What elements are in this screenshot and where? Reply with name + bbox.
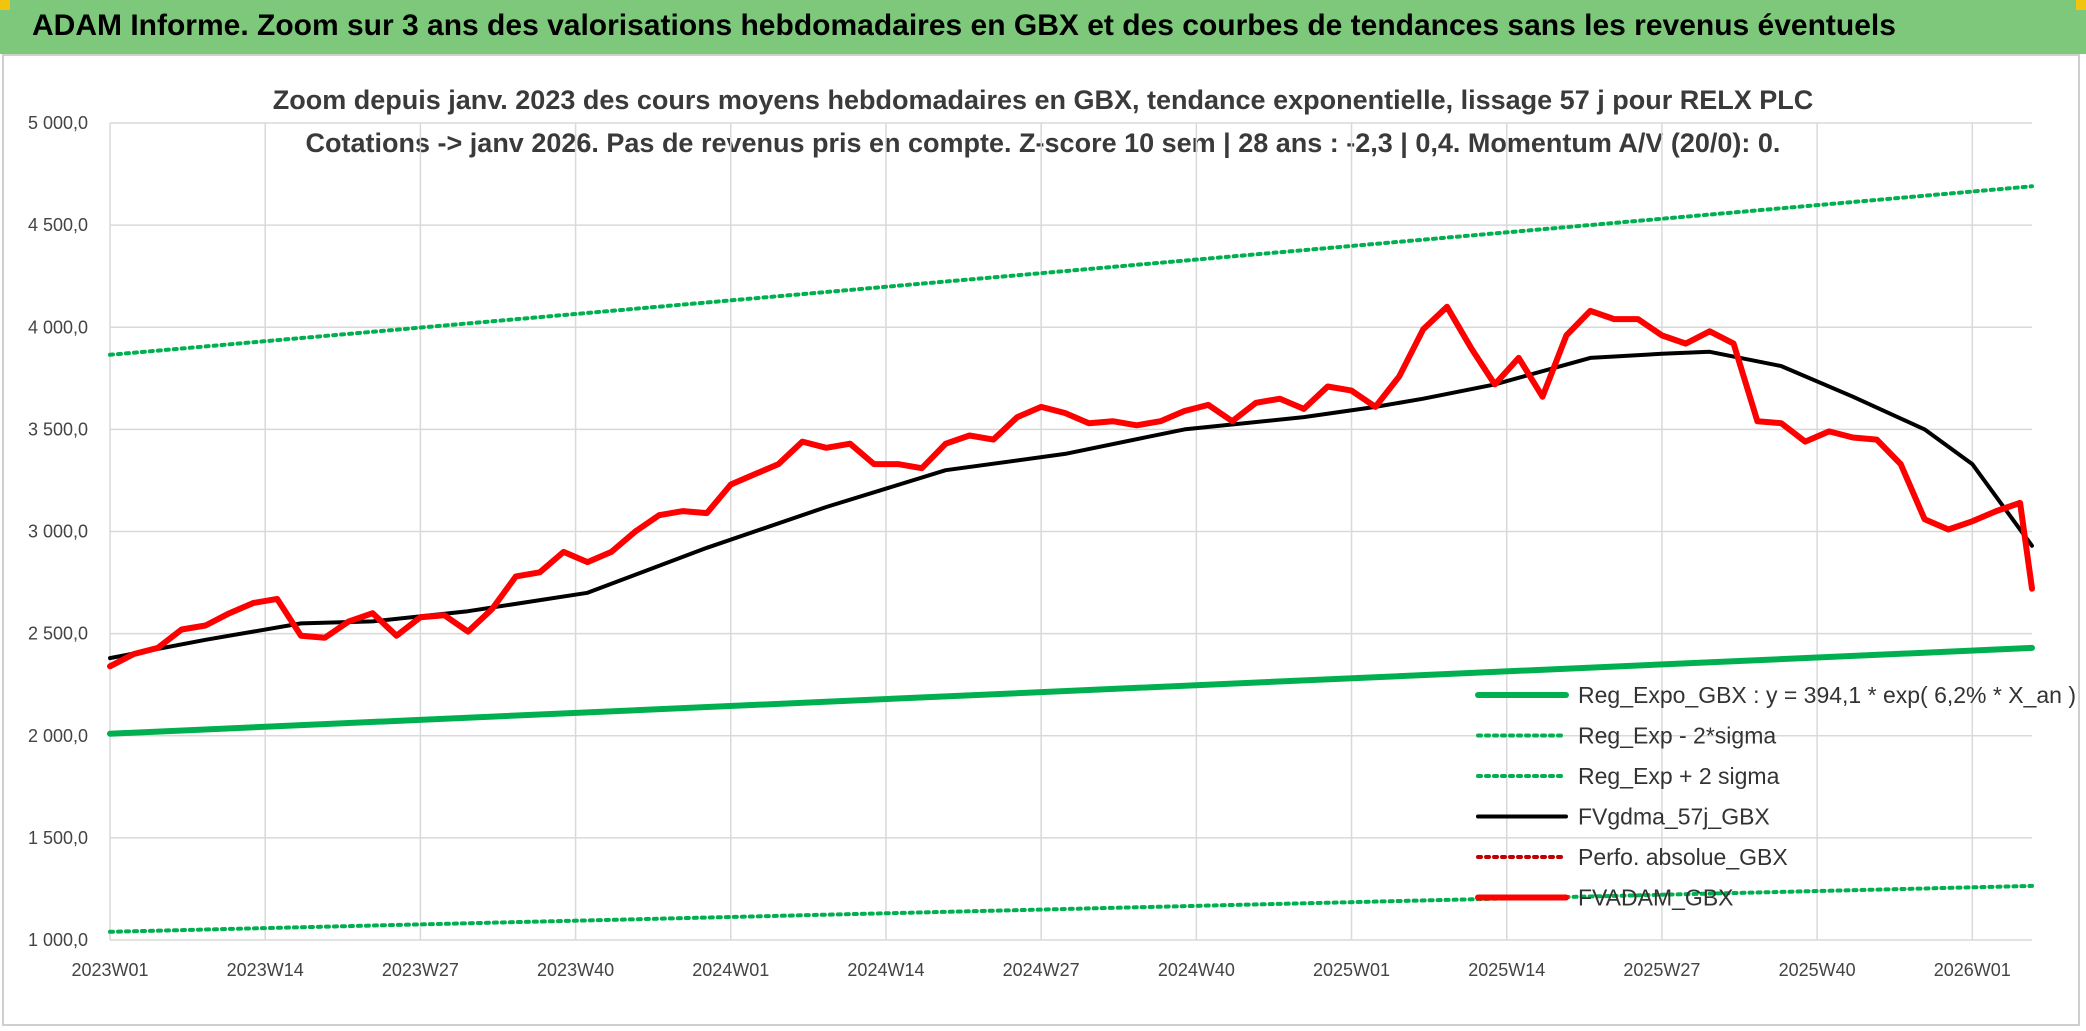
y-tick-label: 4 000,0: [28, 317, 88, 337]
legend: Reg_Expo_GBX : y = 394,1 * exp( 6,2% * X…: [1475, 682, 2076, 911]
y-tick-label: 3 500,0: [28, 419, 88, 439]
series-lines: [107, 184, 2035, 934]
chart-title: Zoom depuis janv. 2023 des cours moyens …: [272, 85, 1814, 115]
corner-mark: [2076, 0, 2086, 10]
report-banner: ADAM Informe. Zoom sur 3 ans des valoris…: [0, 0, 2086, 54]
legend-label: Reg_Exp + 2 sigma: [1578, 763, 1780, 789]
x-tick-label: 2024W14: [847, 960, 924, 980]
y-tick-label: 4 500,0: [28, 215, 88, 235]
legend-label: Reg_Expo_GBX : y = 394,1 * exp( 6,2% * X…: [1578, 682, 2076, 708]
legend-label: FVgdma_57j_GBX: [1578, 804, 1770, 830]
x-tick-label: 2025W27: [1623, 960, 1700, 980]
x-tick-label: 2026W01: [1934, 960, 2011, 980]
y-tick-label: 5 000,0: [28, 113, 88, 133]
x-tick-label: 2025W40: [1779, 960, 1856, 980]
y-axis-ticks: 1 000,0 1 500,0 2 000,0 2 500,0 3 000,0 3 500…: [28, 113, 88, 950]
x-tick-label: 2023W40: [537, 960, 614, 980]
series-line: [108, 883, 2034, 934]
legend-label: Reg_Exp - 2*sigma: [1578, 723, 1776, 749]
y-tick-label: 2 000,0: [28, 726, 88, 746]
gridlines: [109, 122, 2032, 941]
series-line: [108, 349, 2034, 661]
series-line: [107, 644, 2035, 737]
y-tick-label: 1 000,0: [28, 930, 88, 950]
legend-label: Perfo. absolue_GBX: [1578, 844, 1788, 870]
x-tick-label: 2024W40: [1158, 960, 1235, 980]
x-tick-label: 2023W27: [382, 960, 459, 980]
x-tick-label: 2023W01: [71, 960, 148, 980]
chart-subtitle: Cotations -> janv 2026. Pas de revenus p…: [305, 128, 1781, 158]
x-tick-label: 2025W01: [1313, 960, 1390, 980]
corner-mark: [0, 0, 10, 10]
y-tick-label: 3 000,0: [28, 522, 88, 542]
x-tick-label: 2025W14: [1468, 960, 1545, 980]
y-tick-label: 2 500,0: [28, 624, 88, 644]
report-title: ADAM Informe. Zoom sur 3 ans des valoris…: [32, 9, 1896, 42]
x-tick-label: 2024W01: [692, 960, 769, 980]
y-tick-label: 1 500,0: [28, 828, 88, 848]
series-line: [108, 184, 2034, 357]
series-line: [107, 303, 2035, 670]
x-axis-ticks: 2023W01 2023W14 2023W27 2023W40 2024W01 2024W…: [71, 960, 2010, 980]
x-tick-label: 2024W27: [1003, 960, 1080, 980]
legend-label: FVADAM_GBX: [1578, 885, 1734, 911]
x-tick-label: 2023W14: [227, 960, 304, 980]
